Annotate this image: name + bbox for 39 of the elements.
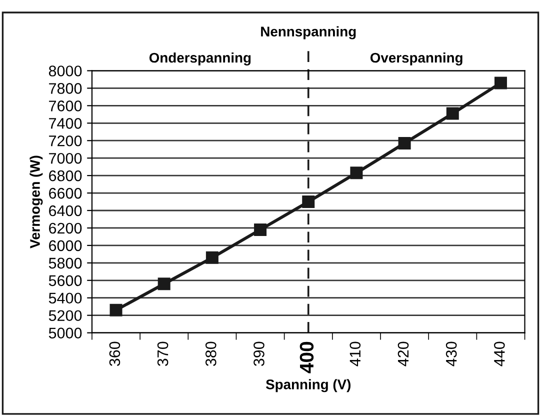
y-tick-label: 6600 [49, 188, 82, 199]
y-tick-label: 8000 [48, 66, 82, 76]
point [302, 196, 315, 208]
point [110, 304, 122, 316]
point [206, 251, 218, 264]
y-tick-label: 7000 [49, 152, 82, 164]
x-tick-label: 440 [494, 342, 505, 366]
point [446, 107, 459, 120]
y-tick-label: 7400 [49, 118, 82, 129]
ref-line-label: Nennspanning [261, 26, 356, 40]
y-tick-label: 5600 [48, 275, 82, 286]
x-tick-label: 380 [205, 342, 216, 366]
point [350, 166, 363, 180]
y-tick-label: 5200 [48, 310, 82, 322]
y-tick-label: 7200 [49, 135, 82, 146]
x-tick-label: 430 [446, 342, 457, 366]
point [398, 136, 411, 150]
x-tick-label: 400 [300, 342, 314, 374]
y-tick-label: 5800 [48, 258, 82, 269]
y-tick-label: 6000 [49, 240, 82, 252]
x-tick-label: 370 [157, 342, 168, 366]
y-tick-label: 6800 [49, 170, 82, 182]
point [158, 278, 170, 290]
y-tick-label: 7800 [49, 83, 82, 94]
y-tick-label: 6200 [49, 222, 82, 234]
y-tick-label: 5400 [48, 292, 82, 304]
x-tick-label: 390 [254, 342, 264, 366]
y-axis-title: Vermogen (W) [30, 156, 43, 248]
y-tick-label: 5000 [48, 328, 82, 338]
x-axis-title: Spanning (V) [266, 379, 350, 392]
point [254, 223, 267, 236]
x-tick-label: 360 [109, 342, 120, 366]
text: Onderspanning [149, 52, 251, 66]
y-tick-label: 7600 [49, 100, 82, 112]
x-tick-label: 410 [350, 342, 361, 366]
y-tick-label: 6400 [49, 205, 82, 216]
x-tick-label: 420 [398, 342, 409, 366]
text: Overspanning [370, 52, 462, 66]
point [494, 76, 507, 90]
